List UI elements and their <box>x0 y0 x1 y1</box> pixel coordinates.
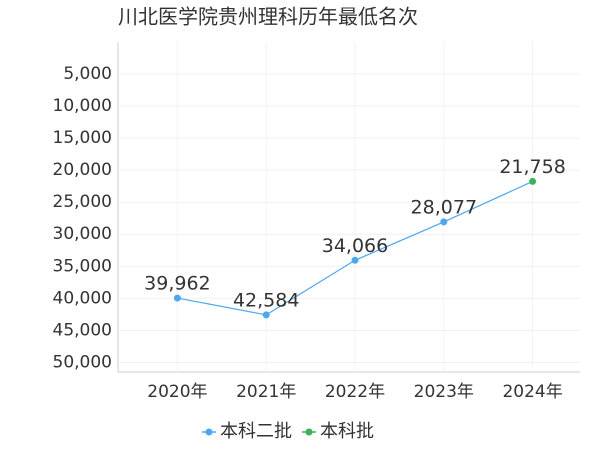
y-tick-label: 10,000 <box>53 96 112 116</box>
x-tick-label: 2021年 <box>236 382 296 402</box>
data-point <box>351 256 359 264</box>
y-tick-label: 40,000 <box>53 288 112 308</box>
y-tick-label: 30,000 <box>53 224 112 244</box>
legend-label: 本科批 <box>320 421 374 442</box>
data-label: 42,584 <box>233 289 299 311</box>
data-point <box>529 177 537 185</box>
y-tick-label: 20,000 <box>53 160 112 180</box>
series-connector <box>443 180 533 223</box>
y-tick-label: 25,000 <box>53 192 112 212</box>
data-label: 21,758 <box>499 156 565 178</box>
legend-marker <box>205 428 213 436</box>
y-tick-label: 45,000 <box>53 320 112 340</box>
data-point <box>173 294 181 302</box>
y-tick-label: 5,000 <box>63 64 112 84</box>
legend-marker <box>305 428 313 436</box>
x-tick-label: 2024年 <box>502 382 562 402</box>
data-label: 39,962 <box>144 273 210 295</box>
y-tick-label: 50,000 <box>53 352 112 372</box>
chart-title: 川北医学院贵州理科历年最低名次 <box>118 5 418 29</box>
legend-label: 本科二批 <box>220 421 292 442</box>
data-label: 34,066 <box>322 235 388 257</box>
series-line <box>177 221 445 316</box>
data-point <box>262 311 270 319</box>
x-tick-label: 2022年 <box>325 382 385 402</box>
data-label: 28,077 <box>411 196 477 218</box>
data-point <box>440 218 448 226</box>
x-tick-label: 2023年 <box>414 382 474 402</box>
y-tick-label: 15,000 <box>53 128 112 148</box>
x-tick-label: 2020年 <box>147 382 207 402</box>
y-tick-label: 35,000 <box>53 256 112 276</box>
